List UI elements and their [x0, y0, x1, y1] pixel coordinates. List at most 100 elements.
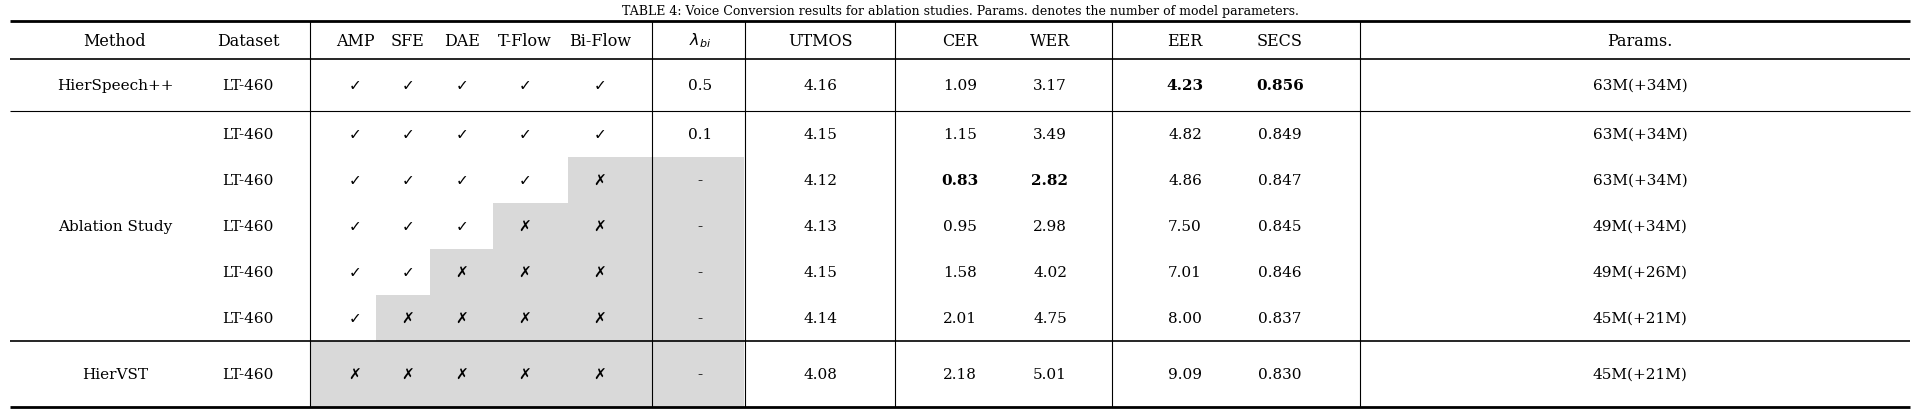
Bar: [568, 158, 653, 204]
Text: 49M(+34M): 49M(+34M): [1592, 219, 1688, 233]
Text: 0.837: 0.837: [1258, 311, 1302, 325]
Text: LT-460: LT-460: [223, 311, 275, 325]
Text: 7.50: 7.50: [1167, 219, 1202, 233]
Text: 1.09: 1.09: [943, 79, 977, 93]
Text: T-Flow: T-Flow: [497, 33, 551, 50]
Text: 1.15: 1.15: [943, 128, 977, 142]
Text: ✓: ✓: [518, 173, 532, 188]
Bar: [653, 295, 745, 341]
Text: 4.14: 4.14: [803, 311, 837, 325]
Text: 63M(+34M): 63M(+34M): [1592, 173, 1688, 188]
Text: 4.15: 4.15: [803, 266, 837, 279]
Text: -: -: [697, 173, 703, 188]
Text: ✗: ✗: [518, 367, 532, 382]
Text: ✓: ✓: [401, 127, 415, 142]
Text: ✗: ✗: [593, 219, 607, 234]
Text: ✗: ✗: [593, 265, 607, 280]
Text: ✓: ✓: [455, 127, 468, 142]
Text: 0.95: 0.95: [943, 219, 977, 233]
Text: ✗: ✗: [593, 173, 607, 188]
Text: 4.75: 4.75: [1033, 311, 1068, 325]
Text: ✓: ✓: [518, 78, 532, 93]
Bar: [493, 204, 653, 249]
Text: SECS: SECS: [1258, 33, 1304, 50]
Text: 2.01: 2.01: [943, 311, 977, 325]
Text: 9.09: 9.09: [1167, 367, 1202, 381]
Text: 63M(+34M): 63M(+34M): [1592, 128, 1688, 142]
Text: 0.845: 0.845: [1258, 219, 1302, 233]
Text: 45M(+21M): 45M(+21M): [1592, 367, 1688, 381]
Text: 4.86: 4.86: [1167, 173, 1202, 188]
Text: ✓: ✓: [349, 173, 361, 188]
Text: LT-460: LT-460: [223, 79, 275, 93]
Text: 45M(+21M): 45M(+21M): [1592, 311, 1688, 325]
Text: ✓: ✓: [518, 127, 532, 142]
Text: CER: CER: [943, 33, 977, 50]
Text: 0.830: 0.830: [1258, 367, 1302, 381]
Text: ✓: ✓: [401, 173, 415, 188]
Text: ✗: ✗: [349, 367, 361, 382]
Text: LT-460: LT-460: [223, 367, 275, 381]
Text: ✗: ✗: [401, 367, 415, 382]
Text: ✗: ✗: [455, 311, 468, 326]
Text: LT-460: LT-460: [223, 128, 275, 142]
Text: ✓: ✓: [455, 219, 468, 234]
Text: 2.18: 2.18: [943, 367, 977, 381]
Bar: [430, 249, 653, 295]
Text: 63M(+34M): 63M(+34M): [1592, 79, 1688, 93]
Text: ✗: ✗: [518, 219, 532, 234]
Text: ✗: ✗: [593, 367, 607, 382]
Text: UTMOS: UTMOS: [787, 33, 852, 50]
Text: ✓: ✓: [349, 311, 361, 326]
Bar: [653, 341, 745, 407]
Text: 3.17: 3.17: [1033, 79, 1068, 93]
Text: -: -: [697, 311, 703, 325]
Text: Ablation Study: Ablation Study: [58, 219, 173, 233]
Bar: [653, 158, 745, 204]
Text: ✓: ✓: [401, 219, 415, 234]
Text: ✓: ✓: [593, 127, 607, 142]
Text: LT-460: LT-460: [223, 173, 275, 188]
Text: 3.49: 3.49: [1033, 128, 1068, 142]
Text: Bi-Flow: Bi-Flow: [568, 33, 632, 50]
Text: 4.23: 4.23: [1167, 79, 1204, 93]
Bar: [653, 249, 745, 295]
Text: 0.847: 0.847: [1258, 173, 1302, 188]
Text: 4.13: 4.13: [803, 219, 837, 233]
Text: 2.82: 2.82: [1031, 173, 1069, 188]
Text: ✓: ✓: [593, 78, 607, 93]
Text: 2.98: 2.98: [1033, 219, 1068, 233]
Text: HierVST: HierVST: [83, 367, 148, 381]
Text: $\lambda_{bi}$: $\lambda_{bi}$: [689, 31, 710, 50]
Bar: [376, 295, 653, 341]
Text: ✓: ✓: [455, 173, 468, 188]
Text: -: -: [697, 219, 703, 233]
Text: ✗: ✗: [455, 367, 468, 382]
Text: 0.846: 0.846: [1258, 266, 1302, 279]
Text: ✓: ✓: [349, 219, 361, 234]
Text: Method: Method: [84, 33, 146, 50]
Text: 4.15: 4.15: [803, 128, 837, 142]
Text: ✗: ✗: [401, 311, 415, 326]
Text: LT-460: LT-460: [223, 219, 275, 233]
Text: 4.12: 4.12: [803, 173, 837, 188]
Bar: [311, 341, 653, 407]
Text: 0.856: 0.856: [1256, 79, 1304, 93]
Text: 0.83: 0.83: [941, 173, 979, 188]
Text: 1.58: 1.58: [943, 266, 977, 279]
Text: 4.82: 4.82: [1167, 128, 1202, 142]
Text: 0.1: 0.1: [687, 128, 712, 142]
Text: ✓: ✓: [455, 78, 468, 93]
Text: ✗: ✗: [593, 311, 607, 326]
Text: ✗: ✗: [518, 311, 532, 326]
Text: AMP: AMP: [336, 33, 374, 50]
Text: 4.02: 4.02: [1033, 266, 1068, 279]
Text: -: -: [697, 266, 703, 279]
Text: ✓: ✓: [401, 78, 415, 93]
Text: 4.08: 4.08: [803, 367, 837, 381]
Text: HierSpeech++: HierSpeech++: [58, 79, 173, 93]
Text: 5.01: 5.01: [1033, 367, 1068, 381]
Text: ✓: ✓: [349, 265, 361, 280]
Text: ✓: ✓: [349, 127, 361, 142]
Bar: [653, 204, 745, 249]
